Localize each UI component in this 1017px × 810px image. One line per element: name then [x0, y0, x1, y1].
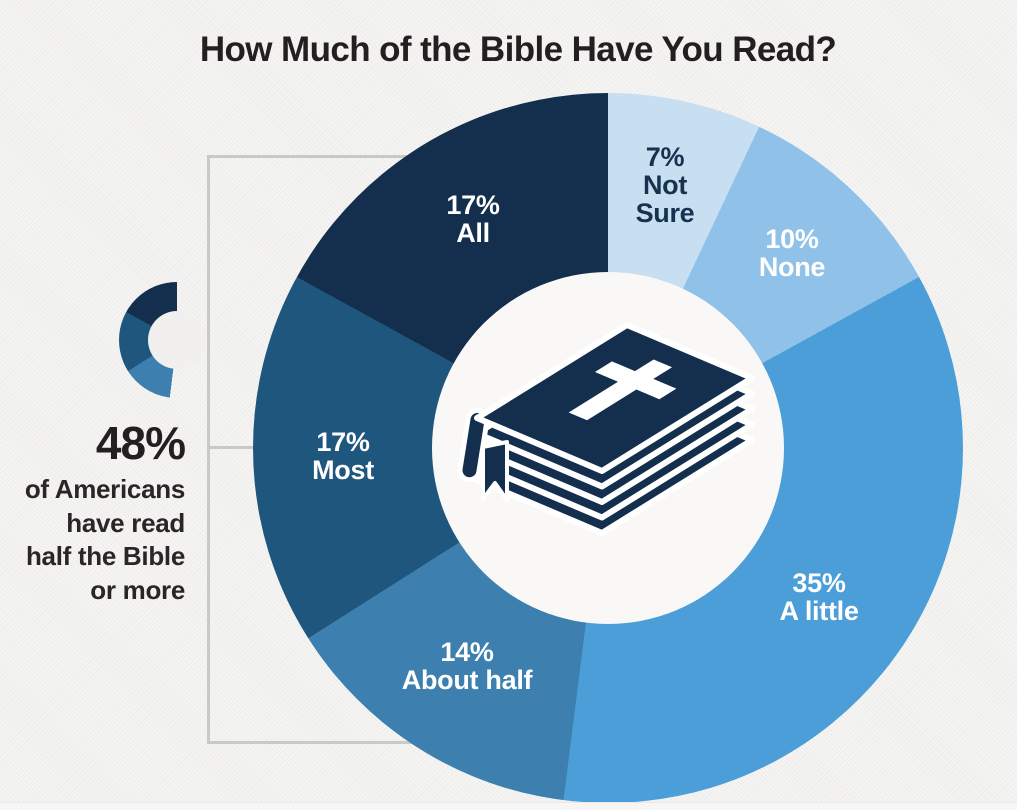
- segment-label-most: 17% Most: [312, 428, 374, 484]
- callout-48-percent: 48% of Americans have read half the Bibl…: [24, 417, 186, 607]
- bookmark-ribbon-icon: [481, 440, 509, 502]
- segment-name: Not Sure: [635, 170, 695, 228]
- segment-name: All: [456, 218, 490, 248]
- bracket-line-bottom: [207, 741, 447, 744]
- segment-value: 35%: [792, 568, 846, 598]
- segment-name: Most: [312, 455, 374, 485]
- segment-name: About half: [401, 665, 533, 695]
- segment-label-none: 10% None: [758, 224, 826, 282]
- partial-donut-icon: [119, 282, 235, 398]
- segment-label-about-half: 14% About half: [401, 637, 533, 695]
- bible-book-with-cross-icon: [457, 322, 755, 536]
- bracket-line-middle: [207, 446, 297, 449]
- cross-icon: [568, 359, 677, 421]
- segment-value: 17%: [446, 190, 500, 220]
- segment-value: 10%: [765, 224, 819, 254]
- segment-label-all: 17% All: [446, 191, 499, 247]
- callout-line: have read: [66, 507, 185, 538]
- segment-name: None: [758, 252, 826, 282]
- callout-line: or more: [90, 574, 185, 605]
- partial-donut-hole: [148, 311, 206, 369]
- callout-line: of Americans: [24, 474, 185, 504]
- segment-value: 7%: [645, 142, 685, 172]
- bracket-line-vertical: [207, 155, 210, 744]
- segment-value: 14%: [440, 637, 494, 667]
- paper-edge-strip: [0, 802, 1017, 810]
- page-title: How Much of the Bible Have You Read?: [199, 30, 837, 70]
- bracket-line-top: [207, 155, 447, 158]
- segment-label-a-little: 35% A little: [779, 569, 858, 625]
- segment-label-not-sure: 7% Not Sure: [626, 143, 704, 227]
- callout-line: half the Bible: [25, 541, 185, 571]
- callout-stat: 48%: [95, 417, 186, 469]
- segment-name: A little: [779, 596, 859, 626]
- segment-value: 17%: [316, 427, 370, 457]
